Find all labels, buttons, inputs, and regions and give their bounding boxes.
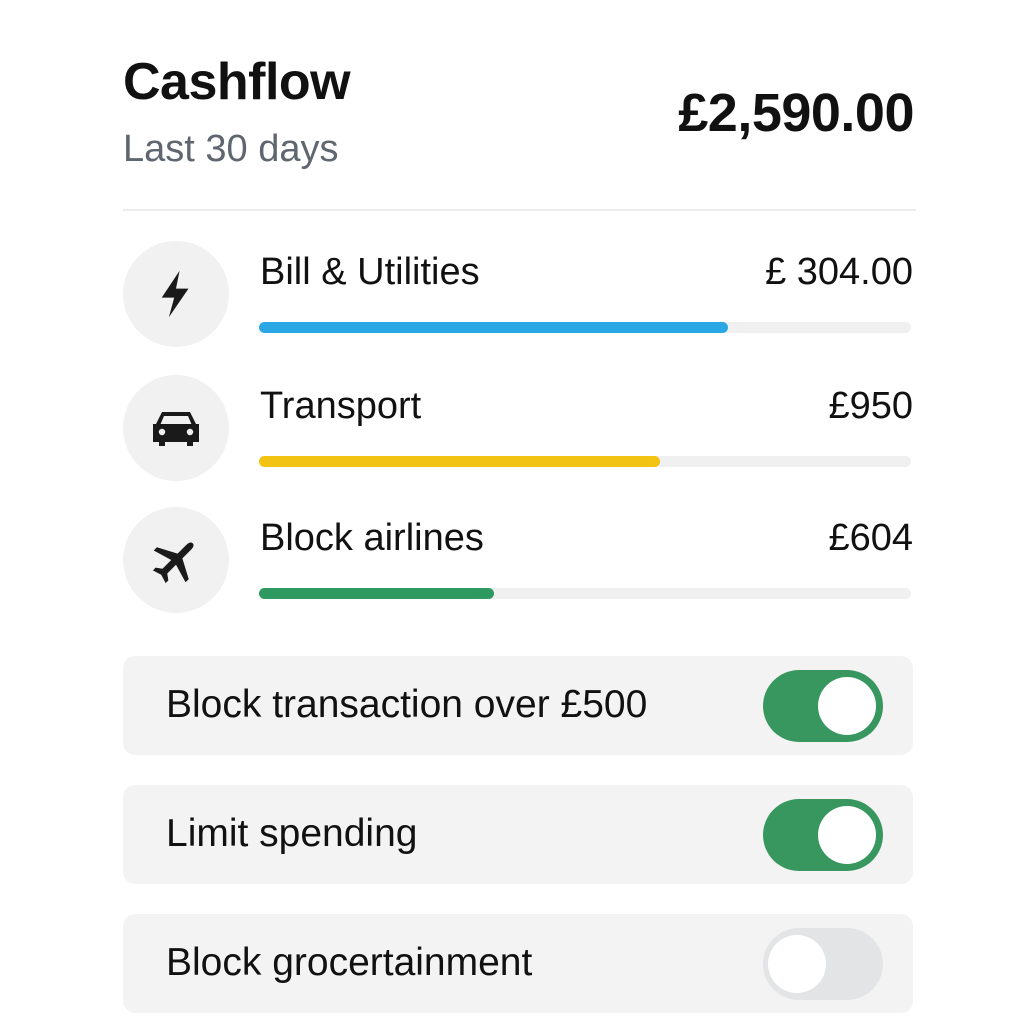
category-amount: £ 304.00	[765, 251, 913, 293]
lightning-icon	[123, 241, 229, 347]
progress-fill	[259, 322, 729, 333]
page-title: Cashflow	[123, 53, 351, 111]
progress-fill	[259, 588, 494, 599]
setting-block-transaction: Block transaction over £500	[123, 656, 913, 755]
toggle-knob	[818, 806, 876, 864]
progress-bar	[259, 456, 911, 467]
toggle-switch[interactable]	[763, 799, 883, 871]
category-label: Bill & Utilities	[260, 251, 480, 293]
total-amount: £2,590.00	[678, 83, 914, 143]
category-bill-utilities[interactable]: Bill & Utilities £ 304.00	[123, 241, 913, 351]
toggle-switch[interactable]	[763, 670, 883, 742]
setting-block-grocertainment: Block grocertainment	[123, 914, 913, 1013]
category-transport[interactable]: Transport £950	[123, 375, 913, 485]
setting-label: Block grocertainment	[166, 941, 533, 984]
toggle-switch[interactable]	[763, 928, 883, 1000]
progress-bar	[259, 322, 911, 333]
airplane-icon	[123, 507, 229, 613]
progress-bar	[259, 588, 911, 599]
car-icon	[123, 375, 229, 481]
page-subtitle: Last 30 days	[123, 128, 339, 170]
toggle-knob	[818, 677, 876, 735]
category-amount: £604	[828, 517, 913, 559]
category-label: Block airlines	[260, 517, 484, 559]
category-label: Transport	[260, 385, 422, 427]
category-amount: £950	[828, 385, 913, 427]
toggle-knob	[768, 935, 826, 993]
setting-limit-spending: Limit spending	[123, 785, 913, 884]
category-block-airlines[interactable]: Block airlines £604	[123, 507, 913, 617]
setting-label: Block transaction over £500	[166, 683, 648, 726]
divider	[123, 209, 916, 211]
progress-fill	[259, 456, 660, 467]
setting-label: Limit spending	[166, 812, 418, 855]
